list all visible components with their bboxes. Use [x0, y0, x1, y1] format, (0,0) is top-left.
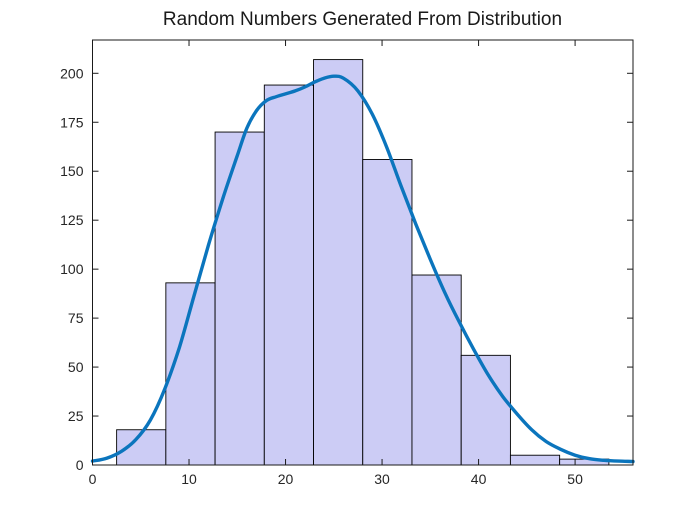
y-tick-label: 125: [60, 212, 84, 228]
x-tick-label: 50: [567, 471, 583, 487]
axes-box: [92, 39, 634, 466]
histogram-bar: [214, 131, 265, 466]
y-tick-label: 200: [60, 65, 84, 81]
kernel-fit-curve: [90, 74, 635, 464]
x-tick-label: 40: [471, 471, 487, 487]
y-tick-label: 100: [60, 261, 84, 277]
y-tick-label: 0: [76, 457, 84, 473]
histogram-bar: [263, 84, 314, 466]
chart-title: Random Numbers Generated From Distributi…: [162, 9, 563, 30]
x-tick-label: 0: [89, 471, 97, 487]
histogram-bar: [411, 274, 462, 466]
histogram-bar: [509, 454, 561, 466]
x-tick-label: 10: [181, 471, 197, 487]
y-tick-label: 50: [68, 359, 84, 375]
histogram-bar: [313, 59, 364, 466]
y-tick-label: 25: [68, 408, 84, 424]
x-tick-label: 30: [374, 471, 390, 487]
y-axis: 0 25 50 75 100 125 150 175 200: [60, 65, 633, 473]
y-tick-label: 175: [60, 114, 84, 130]
x-tick-label: 20: [278, 471, 294, 487]
x-axis: 0 10 20 30 40 50: [89, 40, 583, 487]
y-tick-label: 150: [60, 163, 84, 179]
histogram-bars: [116, 59, 610, 466]
y-tick-label: 75: [68, 310, 84, 326]
histogram-bar: [362, 159, 413, 466]
